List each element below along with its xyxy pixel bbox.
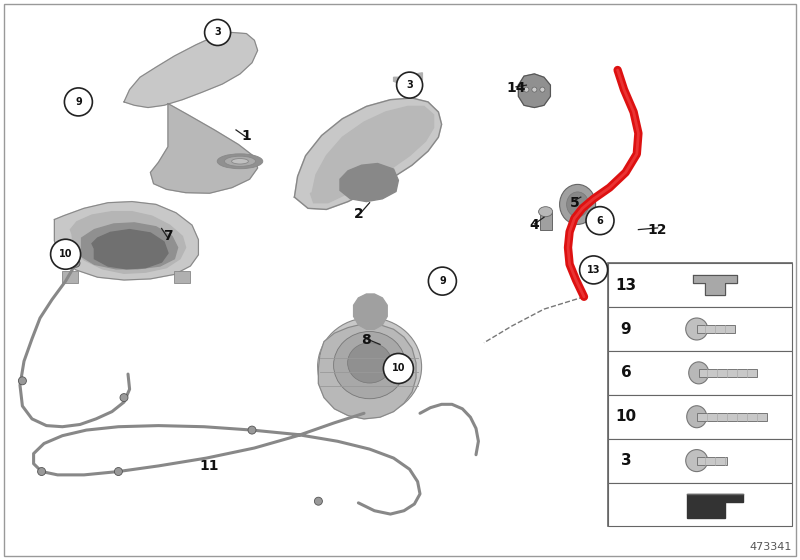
Polygon shape	[82, 223, 178, 269]
Text: 2: 2	[354, 207, 363, 221]
Circle shape	[383, 353, 414, 384]
Bar	[174, 271, 190, 283]
Bar	[608, 438, 792, 483]
Text: 12: 12	[648, 223, 667, 237]
Ellipse shape	[232, 158, 248, 164]
Bar	[608, 395, 792, 438]
Text: 10: 10	[615, 409, 637, 424]
Text: 3: 3	[406, 80, 413, 90]
Text: 9: 9	[439, 276, 446, 286]
Ellipse shape	[538, 207, 553, 217]
Bar	[698, 369, 757, 377]
Ellipse shape	[120, 394, 128, 402]
Bar	[697, 456, 726, 465]
Text: 3: 3	[214, 27, 221, 38]
Ellipse shape	[686, 318, 708, 340]
Ellipse shape	[72, 259, 80, 267]
Polygon shape	[310, 106, 434, 203]
Bar	[697, 413, 766, 421]
Ellipse shape	[524, 87, 529, 92]
Polygon shape	[294, 98, 442, 209]
Ellipse shape	[318, 318, 422, 416]
Polygon shape	[70, 212, 186, 273]
Ellipse shape	[430, 274, 446, 286]
Ellipse shape	[686, 450, 708, 472]
Text: 8: 8	[362, 333, 371, 347]
Bar	[608, 351, 792, 395]
Text: 473341: 473341	[750, 542, 792, 552]
Ellipse shape	[689, 362, 709, 384]
Ellipse shape	[566, 192, 589, 217]
Circle shape	[579, 256, 608, 284]
Ellipse shape	[540, 87, 545, 92]
Bar	[608, 307, 792, 351]
Polygon shape	[92, 230, 168, 269]
Polygon shape	[340, 164, 398, 202]
Ellipse shape	[408, 81, 416, 87]
Polygon shape	[394, 73, 422, 85]
Ellipse shape	[560, 184, 595, 225]
Polygon shape	[518, 74, 550, 108]
Ellipse shape	[686, 406, 706, 428]
Polygon shape	[354, 294, 387, 329]
Circle shape	[64, 88, 93, 116]
Polygon shape	[686, 494, 742, 519]
Ellipse shape	[38, 468, 46, 475]
Polygon shape	[150, 104, 258, 193]
Ellipse shape	[334, 332, 406, 399]
Ellipse shape	[206, 26, 223, 41]
Bar	[608, 483, 792, 526]
Ellipse shape	[218, 154, 262, 169]
Polygon shape	[124, 32, 258, 108]
Text: 11: 11	[200, 459, 219, 473]
Text: 1: 1	[242, 129, 251, 142]
Text: 13: 13	[587, 265, 600, 275]
Ellipse shape	[18, 377, 26, 385]
Bar	[62, 271, 78, 283]
Circle shape	[205, 20, 230, 45]
Text: 4: 4	[530, 218, 539, 232]
Text: 6: 6	[597, 216, 603, 226]
Circle shape	[397, 72, 422, 98]
Bar	[697, 325, 734, 333]
Polygon shape	[693, 275, 737, 295]
Text: 10: 10	[59, 249, 72, 259]
Circle shape	[50, 239, 81, 269]
Circle shape	[586, 207, 614, 235]
Text: 9: 9	[75, 97, 82, 107]
Ellipse shape	[248, 426, 256, 434]
Bar	[608, 263, 792, 526]
Text: 13: 13	[615, 278, 637, 293]
Text: 9: 9	[621, 321, 631, 337]
Polygon shape	[318, 324, 416, 419]
Ellipse shape	[114, 468, 122, 475]
Bar	[608, 263, 792, 307]
Text: 10: 10	[392, 363, 405, 374]
Text: 6: 6	[621, 365, 631, 380]
Text: 7: 7	[163, 230, 173, 244]
Ellipse shape	[347, 343, 392, 383]
Bar	[539, 212, 552, 230]
Text: 14: 14	[506, 82, 526, 96]
Ellipse shape	[224, 156, 256, 166]
Text: 5: 5	[570, 195, 579, 209]
Ellipse shape	[434, 277, 442, 283]
Ellipse shape	[532, 87, 537, 92]
Polygon shape	[54, 202, 198, 280]
Text: 3: 3	[621, 453, 631, 468]
Circle shape	[429, 267, 456, 295]
Ellipse shape	[314, 497, 322, 505]
Ellipse shape	[404, 78, 420, 90]
